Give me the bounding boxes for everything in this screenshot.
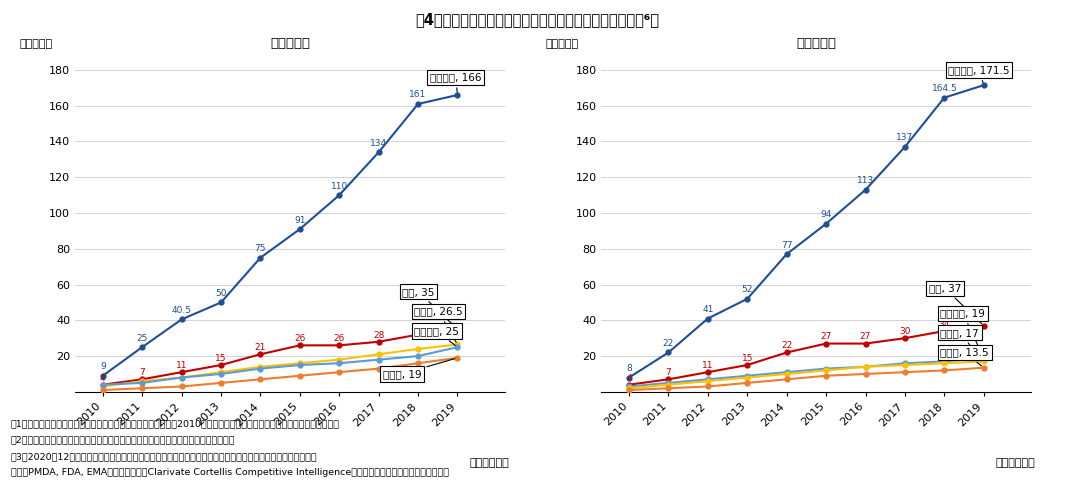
Title: 親企業国籍: 親企業国籍	[270, 37, 310, 50]
Text: 25: 25	[136, 334, 148, 343]
Text: 22: 22	[781, 341, 793, 350]
Text: （品目数）: （品目数）	[546, 39, 579, 49]
Text: 77: 77	[781, 241, 793, 249]
Text: 9: 9	[100, 362, 105, 372]
Text: 図4　グローバル承認品目の創出企業国籍とその累積推移⁶）: 図4 グローバル承認品目の創出企業国籍とその累積推移⁶）	[415, 12, 659, 27]
Text: 34: 34	[939, 320, 950, 329]
Text: （品目数）: （品目数）	[19, 39, 53, 49]
Text: 26: 26	[294, 334, 305, 343]
Text: 15: 15	[215, 354, 227, 363]
Text: 40.5: 40.5	[172, 306, 191, 315]
Text: 22: 22	[663, 339, 674, 348]
Text: 注1：グローバル承認品目とは日米欧２極以上で承認され、かい2010年以降いずれかの審査機関で初めて承認を受けた品目: 注1：グローバル承認品目とは日米欧２極以上で承認され、かい2010年以降いずれか…	[11, 419, 339, 428]
Text: 8: 8	[626, 364, 632, 373]
Text: 94: 94	[821, 210, 831, 219]
Text: 32: 32	[412, 323, 424, 332]
Text: 91: 91	[294, 216, 306, 225]
Text: 4: 4	[100, 373, 105, 382]
Text: （初承認年）: （初承認年）	[996, 458, 1035, 468]
Text: 11: 11	[702, 361, 713, 370]
Text: ドイツ, 17: ドイツ, 17	[941, 328, 982, 359]
Text: 134: 134	[371, 139, 388, 148]
Text: イギリス, 19: イギリス, 19	[941, 308, 985, 355]
Title: 出願人国籍: 出願人国籍	[796, 37, 837, 50]
Text: アメリカ, 166: アメリカ, 166	[430, 72, 481, 92]
Text: 28: 28	[373, 331, 384, 340]
Text: 15: 15	[741, 354, 753, 363]
Text: 日本, 37: 日本, 37	[929, 283, 982, 324]
Text: 110: 110	[331, 182, 348, 190]
Text: 27: 27	[860, 332, 871, 341]
Text: （初承認年）: （初承認年）	[469, 458, 509, 468]
Text: 30: 30	[899, 327, 911, 336]
Text: 7: 7	[666, 368, 671, 377]
Text: 出所：PMDA, FDA, EMAの各公開情報、Clarivate Cortellis Competitive Intelligenceをもとに医薬産業政策研究: 出所：PMDA, FDA, EMAの各公開情報、Clarivate Cortel…	[11, 468, 449, 477]
Text: イギリス, 25: イギリス, 25	[415, 326, 459, 345]
Text: ドイツ, 19: ドイツ, 19	[382, 359, 454, 379]
Text: 137: 137	[897, 133, 914, 142]
Text: 11: 11	[176, 361, 187, 370]
Text: 7: 7	[140, 368, 145, 377]
Text: 4: 4	[626, 373, 632, 382]
Text: 26: 26	[334, 334, 345, 343]
Text: 161: 161	[409, 90, 426, 100]
Text: 注3：2020年12月調査時点の品目数であり、調査時以降、各国での承認に伴い品目数が増加する可能性がある。: 注3：2020年12月調査時点の品目数であり、調査時以降、各国での承認に伴い品目…	[11, 452, 317, 461]
Text: スイス, 13.5: スイス, 13.5	[941, 348, 989, 366]
Text: 52: 52	[741, 285, 753, 295]
Text: 75: 75	[255, 244, 266, 253]
Text: 50: 50	[215, 289, 227, 298]
Text: 27: 27	[821, 332, 831, 341]
Text: 日本, 35: 日本, 35	[403, 287, 455, 327]
Text: 21: 21	[255, 343, 266, 352]
Text: 113: 113	[857, 176, 874, 186]
Text: 41: 41	[702, 305, 713, 314]
Text: スイス, 26.5: スイス, 26.5	[415, 307, 463, 342]
Text: アメリカ, 171.5: アメリカ, 171.5	[948, 65, 1010, 82]
Text: 注2：出願人として複数の企業・機関が記されている場合、国籍別に均等割している。: 注2：出願人として複数の企業・機関が記されている場合、国籍別に均等割している。	[11, 435, 235, 444]
Text: 164.5: 164.5	[931, 84, 957, 93]
